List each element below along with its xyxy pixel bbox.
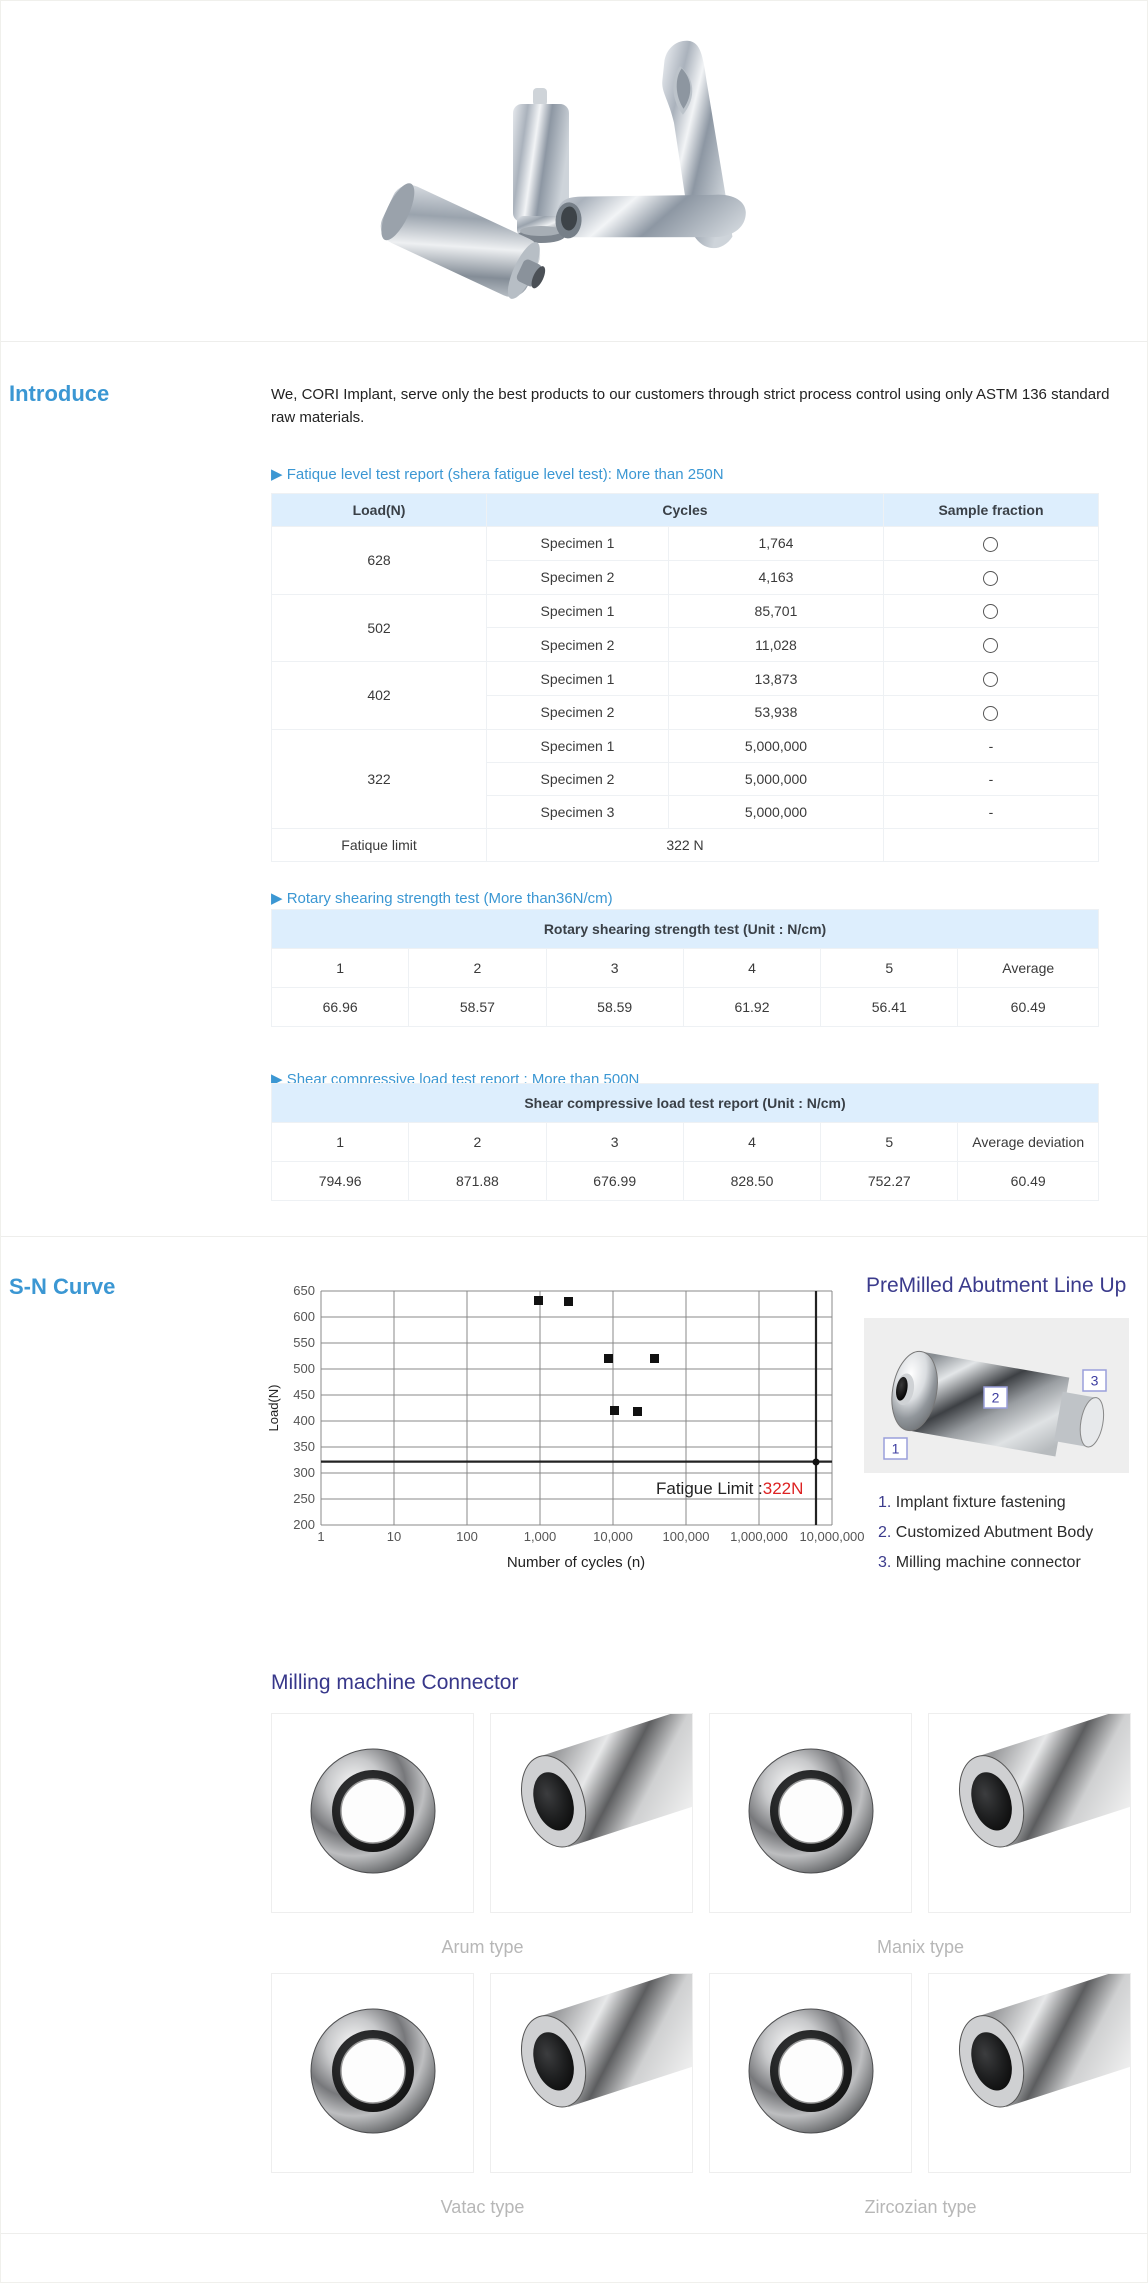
svg-text:2: 2 — [992, 1390, 1000, 1406]
svg-text:100,000: 100,000 — [663, 1529, 710, 1544]
svg-text:200: 200 — [293, 1517, 315, 1532]
svg-text:550: 550 — [293, 1335, 315, 1350]
svg-text:350: 350 — [293, 1439, 315, 1454]
svg-text:Number of cycles (n): Number of cycles (n) — [507, 1554, 645, 1571]
svg-text:400: 400 — [293, 1413, 315, 1428]
svg-text:100: 100 — [456, 1529, 478, 1544]
svg-text:10,000,000: 10,000,000 — [799, 1529, 864, 1544]
svg-text:10: 10 — [387, 1529, 401, 1544]
svg-text:10,000: 10,000 — [593, 1529, 633, 1544]
svg-text:1,000,000: 1,000,000 — [730, 1529, 788, 1544]
svg-text:450: 450 — [293, 1387, 315, 1402]
svg-text:Fatigue Limit :322N: Fatigue Limit :322N — [656, 1479, 803, 1498]
svg-text:1,000: 1,000 — [524, 1529, 557, 1544]
svg-text:250: 250 — [293, 1491, 315, 1506]
svg-text:3: 3 — [1091, 1373, 1099, 1389]
svg-text:600: 600 — [293, 1309, 315, 1324]
svg-text:500: 500 — [293, 1361, 315, 1376]
svg-text:300: 300 — [293, 1465, 315, 1480]
svg-text:650: 650 — [293, 1283, 315, 1298]
svg-text:Load(N): Load(N) — [266, 1385, 281, 1432]
svg-text:1: 1 — [892, 1441, 900, 1457]
svg-text:1: 1 — [317, 1529, 324, 1544]
